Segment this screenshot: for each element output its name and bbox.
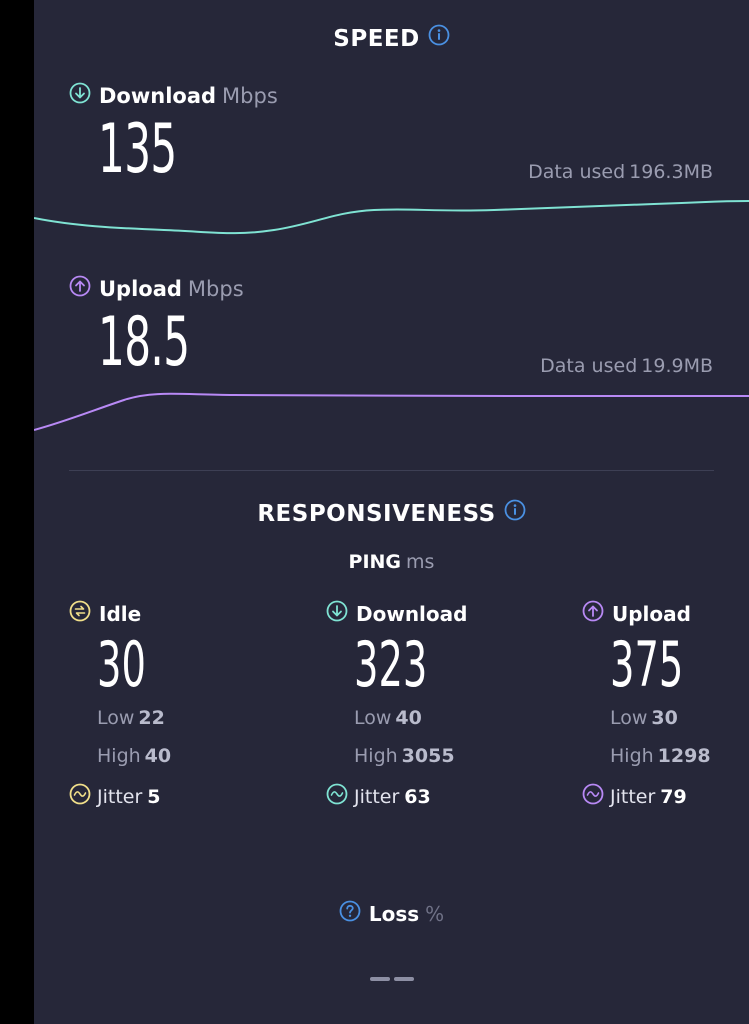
wave-circle-icon (582, 783, 604, 810)
upload-data-used: Data used 19.9MB (540, 355, 713, 377)
upload-high-value: 1298 (657, 745, 711, 767)
download-high-label: High (354, 745, 398, 767)
question-circle-icon[interactable] (339, 900, 361, 927)
upload-low-value: 30 (651, 707, 678, 729)
idle-low-label: Low (97, 707, 135, 729)
loss-unit: % (425, 901, 445, 926)
idle-low: Low 22 (97, 707, 165, 729)
ping-label: PING (348, 551, 402, 573)
idle-jitter-value: 5 (147, 785, 161, 808)
download-high: High 3055 (354, 745, 455, 767)
ping-heading: PING ms (34, 551, 749, 573)
responsiveness-heading: RESPONSIVENESS (34, 499, 749, 527)
download-speed-value: 135 (98, 110, 177, 189)
arrow-up-circle-icon (582, 600, 604, 627)
idle-high: High 40 (97, 745, 171, 767)
upload-ping-value: 375 (610, 628, 684, 701)
upload-high-label: High (610, 745, 654, 767)
idle-circle-icon (69, 600, 91, 627)
arrow-down-circle-icon (69, 82, 91, 109)
ping-download-column: Download 323 Low 40 High 3055 Jitter 63 (326, 600, 526, 808)
ping-idle-label: Idle (69, 600, 269, 627)
dash (369, 977, 390, 981)
download-speed-label: Download Mbps (69, 82, 278, 109)
ping-upload-label: Upload (582, 600, 749, 627)
upload-unit: Mbps (187, 276, 244, 301)
upload-high: High 1298 (610, 745, 711, 767)
ping-download-label: Download (326, 600, 526, 627)
download-unit: Mbps (222, 83, 278, 108)
upload-data-used-value: 19.9MB (641, 355, 713, 377)
arrow-up-circle-icon (69, 275, 91, 302)
ping-upload-name: Upload (612, 601, 691, 626)
download-low-label: Low (354, 707, 392, 729)
upload-low-label: Low (610, 707, 648, 729)
ping-download-name: Download (356, 601, 468, 626)
download-data-used: Data used 196.3MB (528, 161, 713, 183)
idle-high-label: High (97, 745, 141, 767)
upload-low: Low 30 (610, 707, 678, 729)
upload-data-used-label: Data used (540, 355, 638, 377)
arrow-down-circle-icon (326, 600, 348, 627)
dash (393, 977, 414, 981)
upload-jitter: Jitter 79 (582, 783, 687, 810)
idle-jitter-label: Jitter (97, 785, 143, 808)
download-high-value: 3055 (401, 745, 455, 767)
wave-circle-icon (69, 783, 91, 810)
loss-label: Loss (368, 901, 420, 926)
idle-jitter: Jitter 5 (69, 783, 161, 810)
download-jitter: Jitter 63 (326, 783, 431, 810)
wave-circle-icon (326, 783, 348, 810)
ping-idle-column: Idle 30 Low 22 High 40 Jitter 5 (69, 600, 269, 808)
ping-upload-column: Upload 375 Low 30 High 1298 Jitter 79 (582, 600, 749, 808)
idle-ping-value: 30 (97, 628, 146, 701)
download-speed-graph (34, 200, 749, 235)
info-icon[interactable] (504, 499, 526, 527)
upload-speed-graph (34, 392, 749, 431)
download-low: Low 40 (354, 707, 422, 729)
upload-speed-label: Upload Mbps (69, 275, 244, 302)
download-data-used-label: Data used (528, 161, 626, 183)
download-low-value: 40 (395, 707, 422, 729)
responsiveness-title: RESPONSIVENESS (257, 501, 496, 527)
download-label: Download (99, 83, 217, 108)
speed-title: SPEED (333, 26, 420, 52)
ping-unit: ms (406, 551, 435, 573)
download-jitter-label: Jitter (354, 785, 400, 808)
upload-jitter-value: 79 (660, 785, 687, 808)
download-jitter-value: 63 (404, 785, 431, 808)
idle-label: Idle (99, 601, 142, 626)
speed-heading: SPEED (34, 24, 749, 52)
loss-heading: Loss % (34, 900, 749, 927)
download-ping-value: 323 (354, 628, 428, 701)
idle-low-value: 22 (138, 707, 165, 729)
download-data-used-value: 196.3MB (629, 161, 713, 183)
idle-high-value: 40 (144, 745, 172, 767)
loss-value-placeholder (34, 966, 749, 985)
section-divider (69, 470, 714, 471)
speedtest-results-screen: SPEED Download Mbps 135 Data used 196.3MB… (34, 0, 749, 1024)
info-icon[interactable] (428, 24, 450, 52)
upload-label: Upload (99, 276, 182, 301)
upload-speed-value: 18.5 (98, 303, 190, 382)
upload-jitter-label: Jitter (610, 785, 656, 808)
